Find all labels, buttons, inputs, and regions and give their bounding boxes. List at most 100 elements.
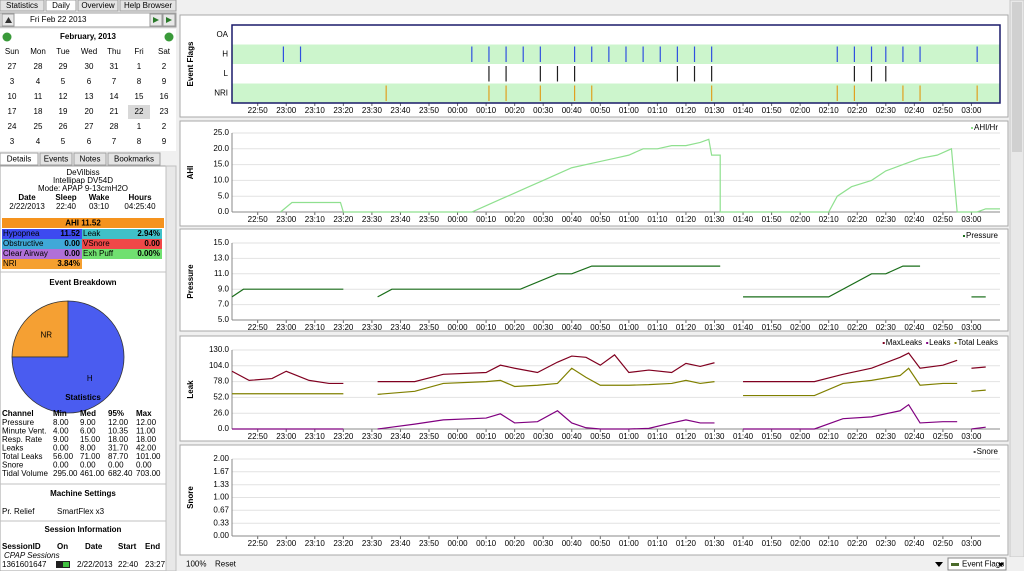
detail-tab-label[interactable]: Notes bbox=[80, 155, 101, 164]
x-tick-label: 00:20 bbox=[505, 323, 526, 332]
calendar-day[interactable]: 5 bbox=[61, 137, 66, 146]
selector-swatch bbox=[951, 563, 959, 566]
calendar-day[interactable]: 4 bbox=[36, 77, 41, 86]
detail-tab[interactable] bbox=[73, 152, 107, 166]
graph-selector-label[interactable]: Event Flags bbox=[962, 560, 1004, 569]
x-tick-label: 00:30 bbox=[533, 539, 554, 548]
calendar-day[interactable]: 15 bbox=[135, 92, 144, 101]
calendar-day[interactable]: 7 bbox=[112, 137, 117, 146]
series-line bbox=[971, 426, 986, 430]
event-row-label: H bbox=[222, 49, 228, 58]
reset-button[interactable]: Reset bbox=[215, 560, 237, 569]
x-tick-label: 23:30 bbox=[362, 106, 383, 115]
top-tab-label[interactable]: Statistics bbox=[6, 1, 38, 10]
x-tick-label: 23:10 bbox=[305, 323, 326, 332]
calendar-day[interactable]: 8 bbox=[137, 137, 142, 146]
calendar-day[interactable]: 1 bbox=[137, 62, 142, 71]
calendar-day[interactable]: 9 bbox=[162, 77, 167, 86]
calendar-title: February, 2013 bbox=[60, 32, 116, 41]
index-value: 0.00 bbox=[144, 239, 160, 248]
calendar-day[interactable]: 21 bbox=[110, 107, 119, 116]
x-tick-label: 01:50 bbox=[762, 323, 783, 332]
detail-tab[interactable] bbox=[107, 152, 161, 166]
cal-next[interactable] bbox=[164, 32, 174, 42]
x-tick-label: 03:00 bbox=[961, 539, 982, 548]
calendar-day[interactable]: 2 bbox=[162, 122, 167, 131]
calendar-day[interactable]: 31 bbox=[110, 62, 119, 71]
x-tick-label: 23:30 bbox=[362, 432, 383, 441]
calendar-day[interactable]: 11 bbox=[34, 92, 43, 101]
calendar-day[interactable]: 22 bbox=[135, 107, 144, 116]
top-tab-label[interactable]: Help Browser bbox=[124, 1, 172, 10]
calendar-day[interactable]: 2 bbox=[162, 62, 167, 71]
x-tick-label: 01:40 bbox=[733, 323, 754, 332]
detail-tab[interactable] bbox=[0, 152, 39, 166]
calendar-day[interactable]: 13 bbox=[85, 92, 94, 101]
calendar-day[interactable]: 27 bbox=[8, 62, 17, 71]
calendar-day[interactable]: 30 bbox=[85, 62, 94, 71]
calendar-day[interactable]: 1 bbox=[137, 122, 142, 131]
calendar-day[interactable]: 10 bbox=[8, 92, 17, 101]
top-tab[interactable] bbox=[119, 0, 177, 12]
calendar-day[interactable]: 19 bbox=[59, 107, 68, 116]
y-tick-label: 26.0 bbox=[213, 408, 229, 417]
graph-selector[interactable] bbox=[947, 557, 1007, 571]
calendar-day[interactable]: 17 bbox=[8, 107, 17, 116]
calendar-day[interactable]: 14 bbox=[110, 92, 119, 101]
x-tick-label: 00:50 bbox=[590, 215, 611, 224]
calendar-day[interactable]: 6 bbox=[87, 77, 92, 86]
y-tick-label: 5.0 bbox=[218, 191, 230, 200]
calendar-day[interactable]: 6 bbox=[87, 137, 92, 146]
calendar-day[interactable]: 28 bbox=[110, 122, 119, 131]
x-tick-label: 02:10 bbox=[819, 215, 840, 224]
y-tick-label: 1.33 bbox=[213, 480, 229, 489]
stat-cell: 0.00 bbox=[108, 461, 124, 470]
details-scrollbar[interactable] bbox=[165, 165, 177, 571]
calendar-day[interactable]: 7 bbox=[112, 77, 117, 86]
x-tick-label: 02:10 bbox=[819, 539, 840, 548]
detail-tab-label[interactable]: Bookmarks bbox=[114, 155, 154, 164]
top-tab-label[interactable]: Overview bbox=[81, 1, 115, 10]
session-group: CPAP Sessions bbox=[4, 551, 60, 560]
top-tab-label[interactable]: Daily bbox=[52, 1, 70, 10]
detail-tab[interactable] bbox=[39, 152, 73, 166]
session-cell: 23:27 bbox=[145, 560, 166, 569]
x-tick-label: 02:10 bbox=[819, 432, 840, 441]
calendar-day[interactable]: 8 bbox=[137, 77, 142, 86]
detail-tab-label[interactable]: Details bbox=[7, 155, 31, 164]
calendar-day[interactable]: 25 bbox=[34, 122, 43, 131]
event-row-label: L bbox=[224, 69, 229, 78]
calendar-day[interactable]: 29 bbox=[59, 62, 68, 71]
top-tab[interactable] bbox=[77, 0, 119, 12]
summary-header: Wake bbox=[89, 193, 110, 202]
y-axis-title: AHI bbox=[186, 166, 195, 180]
detail-tab-label[interactable]: Events bbox=[44, 155, 68, 164]
calendar-day[interactable]: 23 bbox=[160, 107, 169, 116]
scroll-thumb[interactable] bbox=[1012, 2, 1022, 152]
calendar-day[interactable]: 4 bbox=[36, 137, 41, 146]
calendar-day[interactable]: 27 bbox=[85, 122, 94, 131]
legend-label: Total Leaks bbox=[958, 338, 998, 347]
calendar-day[interactable]: 3 bbox=[10, 137, 15, 146]
calendar-day[interactable]: 28 bbox=[34, 62, 43, 71]
x-tick-label: 02:30 bbox=[876, 215, 897, 224]
calendar-day[interactable]: 12 bbox=[59, 92, 68, 101]
top-tab[interactable] bbox=[0, 0, 45, 12]
x-tick-label: 02:40 bbox=[904, 432, 925, 441]
calendar-day[interactable]: 5 bbox=[61, 77, 66, 86]
cal-prev[interactable] bbox=[2, 32, 12, 42]
calendar-day[interactable]: 3 bbox=[10, 77, 15, 86]
calendar-day[interactable]: 16 bbox=[160, 92, 169, 101]
stat-cell: 8.00 bbox=[53, 418, 69, 427]
calendar-day[interactable]: 20 bbox=[85, 107, 94, 116]
x-tick-label: 00:40 bbox=[562, 539, 583, 548]
index-name: NRI bbox=[3, 259, 17, 268]
calendar-day[interactable]: 26 bbox=[59, 122, 68, 131]
pie-label: NR bbox=[40, 330, 52, 339]
calendar-day[interactable]: 18 bbox=[34, 107, 43, 116]
calendar-day[interactable]: 24 bbox=[8, 122, 17, 131]
top-tab[interactable] bbox=[45, 0, 77, 12]
x-tick-label: 01:30 bbox=[704, 106, 725, 115]
stat-cell: 101.00 bbox=[136, 452, 161, 461]
calendar-day[interactable]: 9 bbox=[162, 137, 167, 146]
